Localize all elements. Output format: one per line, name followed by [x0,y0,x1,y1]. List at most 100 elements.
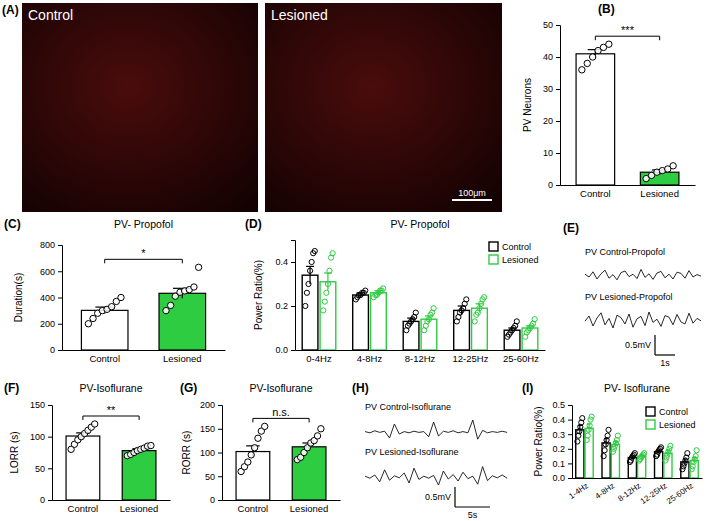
image-label: Control [28,7,73,23]
legend: ControlLesioned [489,242,539,265]
tick-mark [568,449,572,450]
error-bar [476,304,484,313]
tick-label: 0 [40,495,45,505]
scale-bar-y [654,335,655,355]
y-tick: 0.0 [275,345,295,355]
x-tick: 12-25Hz [453,353,489,364]
bar [585,428,593,478]
axis-line [63,350,226,351]
tick-label: 12-25Hz [639,481,669,506]
x-axis: 0-4Hz4-8Hz8-12Hz12-25Hz25-60Hz [296,351,546,364]
data-point [602,448,607,453]
y-tick: 50 [543,20,560,30]
plot-area [576,41,679,185]
y-tick: 600 [40,267,62,277]
data-point [195,264,201,270]
tick-mark [291,306,295,307]
data-point [482,295,487,300]
y-tick: 0.0 [552,473,572,483]
tick-mark [556,185,560,186]
axis-line [53,500,171,501]
y-axis: 050100150 [30,400,53,505]
tick-mark [48,500,52,501]
bar [236,452,270,500]
axis-line [296,350,546,351]
y-tick: 0.4 [275,257,295,267]
image-scale-bar [452,199,492,201]
micrograph-image [265,3,502,212]
tick-label: 0.2 [552,444,565,454]
tick-label: 50 [35,464,45,474]
x-tick: Control [580,188,611,199]
tick-label: Control [238,503,269,514]
x-tick: 4-8Hz [357,353,383,364]
significance-bracket [83,416,139,420]
tick-mark [568,405,572,406]
eeg-trace [585,312,701,328]
data-point [191,284,197,290]
significance-label: ** [107,404,116,416]
legend-label: Lesioned [659,420,696,430]
data-point [309,259,314,264]
data-point [248,452,254,458]
tick-label: 0 [548,180,553,190]
tick-label: 200 [200,400,215,410]
panel-label: (C) [4,217,21,231]
axis-line [58,246,63,351]
tick-mark [556,25,560,26]
data-point [532,317,537,322]
bar [576,430,584,478]
y-axis-title: LORR (s) [9,431,20,473]
tick-label: 600 [40,267,55,277]
tick-label: 8-12Hz [405,353,436,364]
data-point [589,414,594,419]
significance-label: n.s. [272,406,290,418]
tick-mark [58,298,62,299]
figure-svg: ControlLesioned100μm(A)01020304050Contro… [0,0,709,521]
tick-mark [291,262,295,263]
scale-bar-label: 0.5mV [625,340,651,350]
tick-mark [568,463,572,464]
x-axis: 1-4Hz4-8Hz8-12Hz12-25Hz25-60Hz [567,479,702,506]
scale-bar-x [455,506,490,507]
plot-area [81,264,205,350]
tick-label: 30 [543,84,553,94]
tick-label: 0.0 [275,345,288,355]
tick-mark [58,245,62,246]
data-point [92,421,98,427]
data-point [381,286,386,291]
data-point [589,54,595,60]
tick-mark [291,350,295,351]
data-point [321,308,326,313]
data-point [575,439,580,444]
tick-mark [48,437,52,438]
tick-label: 200 [40,319,55,329]
panel-label: (D) [245,217,262,231]
data-point [85,321,91,327]
legend-swatch [646,420,655,429]
y-tick: 0.2 [275,301,295,311]
y-tick: 0.3 [552,430,572,440]
tick-mark [568,420,572,421]
y-tick: 400 [40,293,62,303]
y-tick: 200 [40,319,62,329]
micrograph-image [22,3,258,212]
tick-mark [218,500,222,501]
legend-swatch [646,407,655,416]
panel-label: (E) [563,221,579,235]
panel-label: (I) [522,381,533,395]
bar [302,275,318,350]
tick-mark [218,405,222,406]
y-axis: 01020304050 [543,20,561,190]
tick-label: 25-60Hz [665,481,695,506]
data-point [324,290,329,295]
tick-label: 100 [30,432,45,442]
data-point [694,448,699,453]
significance-bracket [595,36,659,40]
data-point [312,248,317,253]
x-tick: Lesioned [290,503,329,514]
significance-bracket [105,259,183,263]
data-point [325,281,330,286]
bar [454,310,470,350]
tick-label: 0.1 [552,459,565,469]
